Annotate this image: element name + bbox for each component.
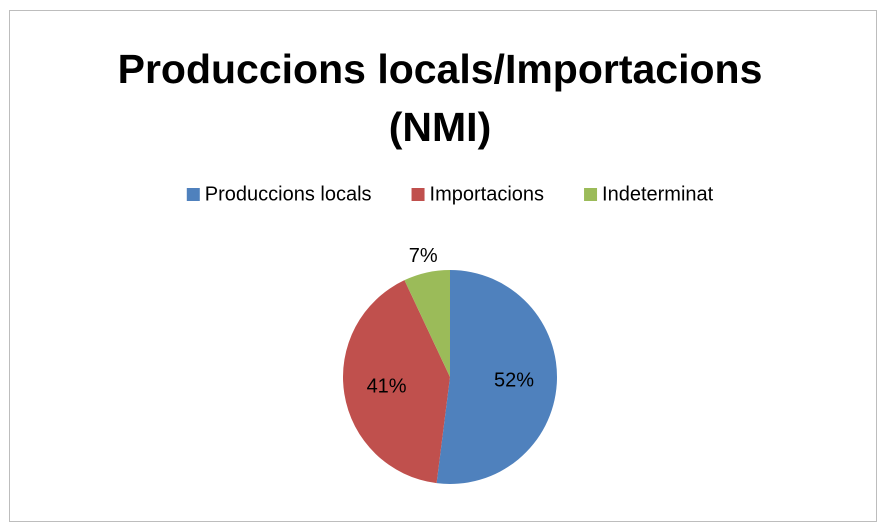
chart-title: Produccions locals/Importacions (NMI) bbox=[117, 46, 763, 150]
data-label: 41% bbox=[367, 375, 407, 397]
pie-slice bbox=[404, 270, 450, 377]
legend-swatch bbox=[584, 188, 598, 201]
legend-label: Produccions locals bbox=[205, 183, 372, 205]
pie-slice bbox=[343, 280, 450, 484]
data-label: 7% bbox=[409, 245, 438, 267]
data-label: 52% bbox=[494, 369, 534, 391]
legend-swatch bbox=[186, 188, 200, 201]
legend-label: Indeterminat bbox=[602, 183, 714, 205]
chart-frame bbox=[9, 10, 877, 522]
legend-label: Importacions bbox=[430, 183, 545, 205]
legend-swatch bbox=[411, 188, 425, 201]
pie-slice bbox=[436, 270, 557, 484]
